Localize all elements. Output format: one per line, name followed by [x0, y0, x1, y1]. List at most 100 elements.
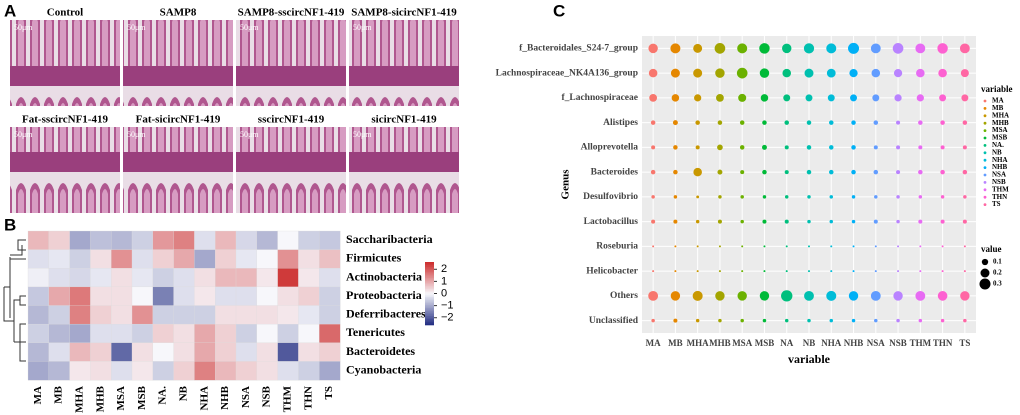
y-tick-label: Lachnospiraceae_NK4A136_group [496, 68, 638, 78]
bubble [870, 43, 881, 54]
bubble [873, 169, 879, 175]
bubble [829, 120, 834, 125]
bubble [940, 318, 945, 323]
legend-marker [983, 151, 987, 155]
row-label: Tenericutes [346, 325, 405, 339]
x-tick-label: NA [780, 338, 793, 348]
colorbar-slice [425, 262, 434, 264]
heatmap-cell [215, 249, 237, 269]
bubble [650, 169, 656, 175]
bubble [851, 219, 856, 224]
colorbar-tick-label: 1 [441, 275, 447, 287]
heatmap-cell [152, 268, 175, 288]
bubble [696, 195, 700, 199]
y-tick-label: Helicobacter [586, 266, 638, 276]
x-tick-label: THM [910, 338, 932, 348]
colorbar-slice [425, 279, 434, 282]
bubble [807, 219, 811, 224]
legend-marker [983, 114, 987, 118]
heatmap-cell [194, 230, 216, 251]
bubble [762, 318, 767, 323]
bubble [851, 120, 856, 125]
panel-label: A [4, 1, 16, 20]
image-title: SAMP8 [160, 7, 197, 19]
colorbar-slice [425, 273, 434, 275]
heatmap-cell [111, 230, 133, 251]
bubble [717, 144, 723, 151]
heatmap-cell [69, 361, 91, 381]
heatmap-cell [194, 286, 216, 306]
heatmap-cell [277, 342, 299, 362]
bubble [737, 291, 747, 301]
bubble [785, 245, 788, 248]
colorbar-slice [425, 299, 434, 302]
bubble [807, 195, 811, 199]
heatmap-cell [69, 342, 91, 362]
bubble [695, 145, 700, 150]
x-tick-label: MSA [732, 338, 753, 348]
legend-marker [983, 136, 987, 140]
heatmap-cell [131, 305, 154, 325]
bubble [762, 219, 767, 224]
bubble [715, 291, 725, 301]
y-tick-label: Alistipes [603, 118, 638, 128]
heatmap-cell [298, 286, 320, 306]
bubble [807, 270, 811, 273]
bubble [848, 42, 860, 54]
x-tick-label: NSA [867, 338, 886, 348]
size-legend-marker [981, 258, 989, 266]
bubble [740, 219, 744, 224]
bubble [937, 43, 948, 54]
y-tick-label: Lactobacillus [584, 217, 639, 227]
heatmap-cell [235, 361, 258, 381]
heatmap-cell [256, 305, 279, 325]
colorbar-slice [425, 315, 434, 318]
heatmap-cell [48, 361, 71, 381]
heatmap-cell [90, 323, 112, 344]
bubble [740, 170, 745, 175]
image-title: Control [47, 7, 83, 19]
legend-marker [983, 144, 987, 147]
colorbar-slice [425, 321, 434, 324]
heatmap-cell [256, 361, 279, 381]
size-legend-label: 0.1 [993, 258, 1002, 266]
heatmap-cell [235, 268, 258, 288]
histology-image [10, 127, 120, 213]
scale-label: 50μm [127, 23, 146, 32]
bubble [715, 68, 725, 78]
bubble [739, 120, 745, 125]
bubble [762, 120, 767, 125]
heatmap-cell [152, 230, 175, 251]
heatmap-cell [215, 361, 237, 381]
bubble [918, 120, 923, 125]
bubble [851, 169, 856, 175]
x-tick-label: NSB [889, 338, 907, 348]
column-label: NB [178, 385, 190, 401]
colorbar-slice [425, 301, 434, 304]
heatmap-cell [173, 361, 195, 381]
x-tick-label: MB [668, 338, 683, 348]
colorbar-slice [425, 298, 434, 301]
heatmap-cell [69, 286, 91, 306]
colorbar-slice [425, 320, 434, 323]
row-label: Cyanobacteria [346, 362, 421, 376]
bubble [806, 169, 812, 175]
heatmap-cell [27, 342, 50, 362]
bubble [919, 270, 922, 273]
colorbar-slice [425, 280, 434, 283]
bubble [806, 145, 812, 150]
bubble [736, 67, 748, 79]
bubble [874, 195, 878, 199]
bubble [673, 219, 678, 224]
bubble [939, 94, 947, 102]
row-label: Deferribacteres [346, 307, 426, 321]
legend-label: MHA [992, 111, 1009, 119]
heatmap-cell [319, 286, 341, 306]
bubble [762, 144, 767, 150]
heatmap-cell [235, 286, 258, 306]
legend-label: TS [992, 200, 1001, 208]
bubble [941, 245, 944, 248]
image-title: sicircNF1-419 [371, 114, 437, 126]
row-label: Firmicutes [346, 251, 402, 265]
heatmap-cell [90, 268, 112, 288]
